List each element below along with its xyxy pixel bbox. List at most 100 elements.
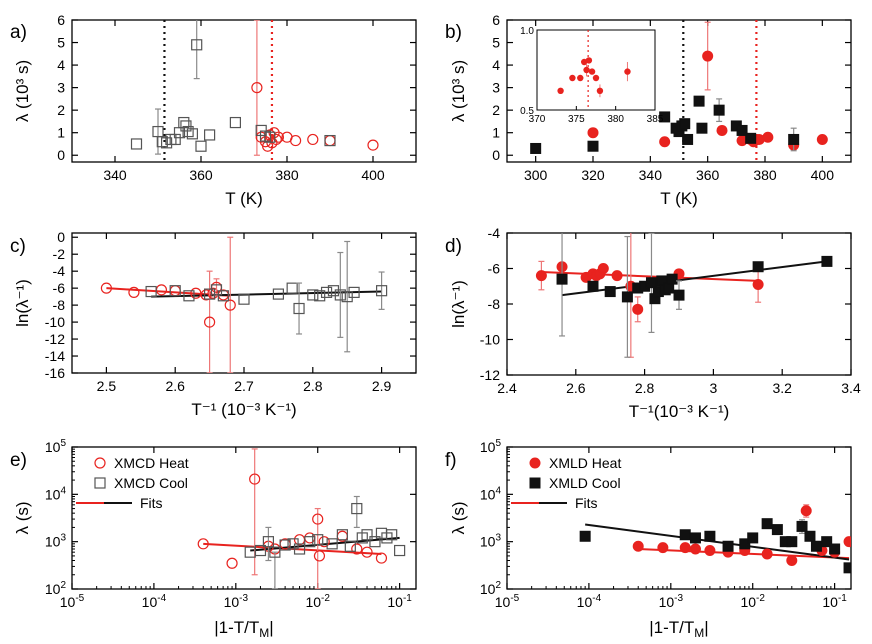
y-tick-label: -14 — [45, 348, 65, 364]
inset-data-point — [585, 57, 593, 64]
data-point — [348, 286, 360, 298]
inset-data-point — [624, 68, 631, 75]
legend-marker — [529, 477, 541, 489]
data-point — [210, 284, 223, 296]
x-tick-label: 10-4 — [142, 593, 167, 610]
x-tick-label: 380 — [275, 167, 299, 183]
data-point — [341, 291, 353, 303]
y-tick-label: 102 — [480, 580, 502, 597]
y-tick-label: -6 — [53, 280, 66, 296]
x-tick-label: 340 — [103, 167, 127, 183]
data-point — [290, 134, 302, 147]
legend-label: XMLD Cool — [549, 475, 621, 491]
data-point — [293, 534, 306, 546]
inset-y-tick-label: 0.5 — [520, 106, 534, 117]
panel-a: 340 360 380 400 0 1 2 3 4 5 6 a) T (K) λ (10³ s) — [10, 12, 417, 208]
data-point — [238, 293, 250, 305]
axes-frame — [506, 446, 852, 590]
data-point — [771, 524, 783, 536]
x-tick-label: 2.7 — [234, 378, 254, 394]
data-point — [320, 286, 333, 298]
y-axis-label: ln(λ⁻¹) — [449, 280, 468, 328]
data-point — [191, 39, 203, 51]
x-tick-label: 3.2 — [772, 380, 792, 396]
data-point — [178, 116, 190, 129]
y-tick-label: -6 — [488, 261, 501, 277]
y-tick-label: 3 — [492, 80, 500, 96]
data-point — [264, 131, 276, 143]
y-tick-label: 1 — [492, 125, 500, 141]
inset-x-tick-label: 370 — [529, 114, 546, 125]
fit-line — [541, 271, 759, 282]
inset-data-point — [557, 87, 564, 95]
x-tick-label: 360 — [189, 167, 213, 183]
legend-label: Fits — [140, 495, 163, 511]
data-point — [156, 136, 168, 148]
data-point — [597, 263, 609, 274]
data-point — [224, 299, 236, 311]
inset-x-tick-label: 385 — [647, 114, 664, 125]
data-point — [804, 530, 816, 542]
x-axis-label: T⁻¹ (10⁻³ K⁻¹) — [191, 400, 296, 419]
data-point — [255, 124, 267, 137]
data-point — [722, 540, 734, 552]
axes-frame — [71, 446, 417, 590]
data-point — [100, 282, 113, 294]
data-point — [747, 532, 759, 544]
data-point — [195, 140, 207, 152]
fit-line — [585, 523, 850, 561]
x-tick-label: 10-1 — [387, 593, 412, 610]
data-point — [704, 530, 716, 542]
panel-letter: d) — [445, 236, 462, 257]
x-axis-label: |1-T/TM| — [649, 618, 708, 640]
data-point — [657, 542, 669, 554]
y-tick-label: 104 — [45, 485, 67, 502]
x-tick-label: 10-4 — [577, 593, 602, 610]
inset-data-point — [588, 68, 596, 75]
data-point — [180, 120, 192, 132]
y-tick-label: -4 — [488, 225, 501, 241]
y-tick-label: 104 — [480, 485, 502, 502]
y-tick-label: 0 — [57, 147, 65, 163]
data-point — [312, 513, 324, 525]
y-tick-label: 0 — [57, 229, 65, 245]
data-point — [530, 142, 542, 154]
x-axis-label: T⁻¹(10⁻³ K⁻¹) — [629, 402, 730, 421]
panel-letter: e) — [10, 450, 27, 471]
y-tick-label: -8 — [53, 297, 66, 313]
y-tick-label: -10 — [480, 332, 500, 348]
y-axis-label: λ (s) — [449, 501, 468, 534]
data-point — [145, 285, 157, 298]
data-point — [556, 273, 568, 285]
legend-label: Fits — [575, 495, 598, 511]
inset-data-point — [569, 74, 576, 82]
data-point — [386, 529, 398, 541]
data-point — [318, 536, 330, 548]
y-tick-label: 103 — [45, 533, 67, 550]
y-tick-label: -16 — [45, 365, 65, 381]
data-point — [843, 536, 851, 548]
data-point — [279, 539, 291, 551]
data-point — [351, 543, 363, 555]
data-point — [752, 278, 764, 290]
inset-y-tick-label: 1.0 — [520, 26, 534, 37]
data-point — [713, 104, 725, 116]
x-tick-label: 10-3 — [224, 593, 249, 610]
y-tick-label: -8 — [488, 296, 501, 312]
data-point — [679, 529, 691, 541]
x-tick-label: 10-2 — [740, 593, 765, 610]
data-point — [716, 124, 728, 136]
data-point — [689, 532, 701, 544]
data-point — [182, 125, 194, 138]
x-tick-label: 3 — [710, 380, 718, 396]
data-point — [326, 538, 338, 550]
data-point — [186, 128, 198, 140]
data-point — [739, 538, 751, 550]
data-point — [272, 131, 284, 143]
data-point — [587, 140, 599, 152]
data-point — [696, 122, 708, 134]
data-point — [293, 302, 305, 315]
x-tick-label: 340 — [639, 167, 663, 183]
data-point — [673, 289, 685, 301]
